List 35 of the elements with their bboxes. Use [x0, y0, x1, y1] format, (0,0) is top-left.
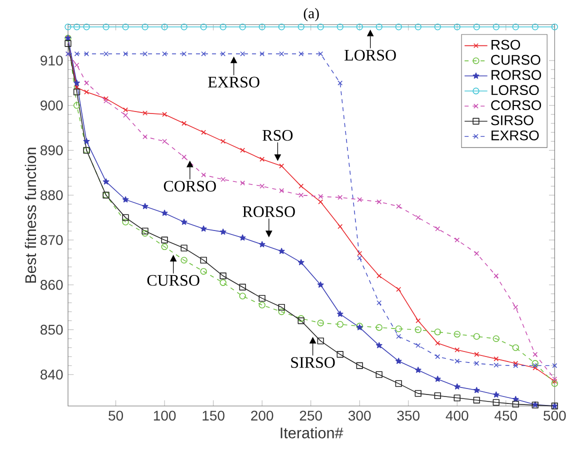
chart-title: (a)	[304, 8, 319, 22]
x-tick-label: 400	[446, 410, 468, 421]
legend-label: CURSO	[491, 54, 540, 65]
y-tick-label: 860	[40, 280, 63, 290]
annotation: LORSO	[344, 50, 396, 61]
y-tick-label: 880	[40, 190, 63, 200]
y-tick-label: 900	[40, 100, 63, 110]
legend-label: EXRSO	[492, 130, 539, 140]
x-tick-label: 450	[494, 410, 518, 421]
y-tick-label: 850	[40, 324, 63, 335]
y-tick-label: 890	[40, 145, 63, 156]
y-tick-label: 840	[40, 370, 63, 380]
y-axis-title: Best fitness function	[24, 148, 36, 283]
x-tick-label: 150	[202, 410, 224, 421]
x-tick-label: 50	[108, 410, 124, 421]
y-tick-label: 870	[40, 235, 63, 245]
x-tick-label: 100	[154, 410, 176, 421]
x-tick-label: 300	[348, 410, 371, 421]
legend-label: RSO	[492, 40, 520, 50]
x-tick-label: 250	[300, 410, 322, 421]
legend-label: LORSO	[492, 85, 539, 96]
annotation: RSO	[262, 130, 293, 141]
legend-label: CORSO	[491, 100, 542, 110]
x-tick-label: 350	[397, 410, 420, 421]
annotation: SIRSO	[291, 357, 335, 368]
legend-label: RORSO	[492, 70, 542, 80]
annotation: RORSO	[242, 206, 295, 218]
legend-label: SIRSO	[491, 115, 534, 126]
x-tick-label: 500	[544, 410, 566, 421]
annotation: CURSO	[147, 275, 200, 286]
x-axis-title: Iteration#	[280, 427, 344, 438]
annotation: CORSO	[164, 180, 216, 192]
annotation: EXRSO	[208, 76, 260, 88]
x-tick-label: 200	[251, 410, 274, 421]
y-tick-label: 910	[40, 56, 63, 66]
